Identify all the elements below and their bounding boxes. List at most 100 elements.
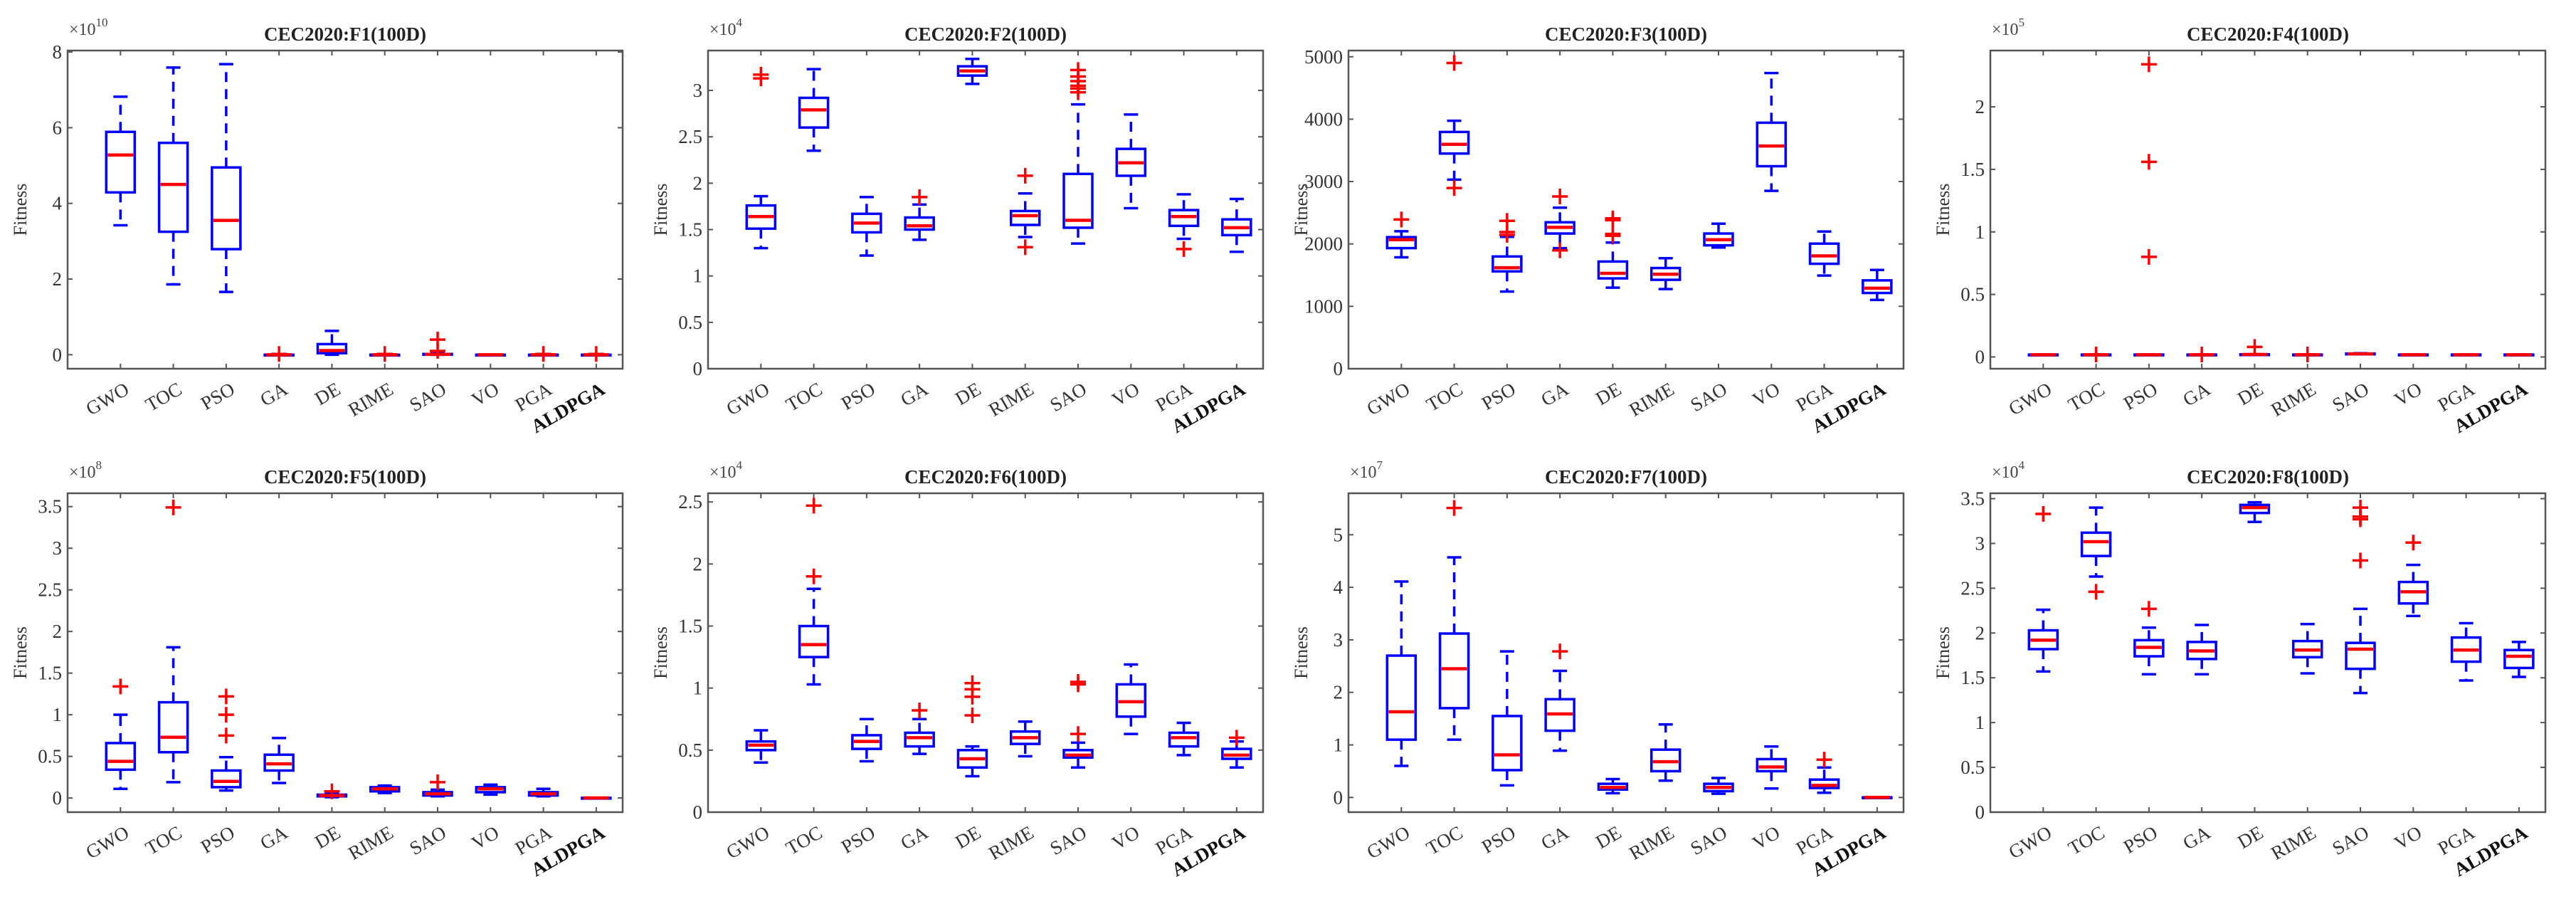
box-pga xyxy=(1168,721,1200,757)
outlier-marker xyxy=(753,66,769,83)
x-tick-label: PSO xyxy=(197,378,238,414)
outlier-marker xyxy=(1228,730,1245,746)
box-gwo xyxy=(2027,353,2059,357)
box-pso xyxy=(211,688,242,792)
y-axis-label: Fitness xyxy=(650,626,671,679)
iqr-box xyxy=(1703,782,1734,793)
axis-multiplier: ×104 xyxy=(1992,458,2025,482)
iqr-box xyxy=(2450,636,2482,663)
panel-title: CEC2020:F2(100D) xyxy=(904,23,1067,45)
box-sao xyxy=(422,774,453,798)
iqr-box xyxy=(1062,749,1094,759)
box-vo xyxy=(1115,113,1147,210)
box-aldpga xyxy=(1862,268,1893,302)
axes-frame xyxy=(707,492,1265,814)
x-tick-label: VO xyxy=(1109,378,1144,410)
y-tick-label: 3 xyxy=(693,80,703,101)
box-gwo xyxy=(2027,505,2059,673)
axes-frame xyxy=(66,492,624,814)
box-pso xyxy=(851,717,882,763)
y-axis-label: Fitness xyxy=(10,626,31,679)
iqr-box xyxy=(105,742,137,772)
outlier-marker xyxy=(1605,226,1621,242)
iqr-box xyxy=(1438,130,1470,155)
outlier-marker xyxy=(1446,55,1462,71)
boxplot-panel-5: CEC2020:F5(100D) ×108 Fitness 0 0.5 1 1.5 2 2.5 3… xyxy=(10,458,624,880)
y-axis-label: Fitness xyxy=(1291,184,1311,236)
box-toc xyxy=(798,68,830,152)
outlier-marker xyxy=(1552,189,1568,205)
iqr-box xyxy=(157,141,189,233)
box-pga xyxy=(2450,353,2482,357)
box-aldpga xyxy=(1862,796,1893,799)
box-rime xyxy=(369,784,401,794)
box-pga xyxy=(1808,230,1840,277)
y-tick-label: 1.5 xyxy=(38,663,62,684)
box-ga xyxy=(904,703,935,755)
box-de xyxy=(956,675,988,778)
iqr-box xyxy=(798,624,830,658)
box-gwo xyxy=(105,678,137,790)
iqr-box xyxy=(1756,757,1788,773)
outlier-marker xyxy=(2353,552,2368,569)
outlier-marker xyxy=(2035,505,2052,522)
box-de xyxy=(1597,210,1629,289)
y-tick-label: 1 xyxy=(693,266,703,287)
box-pso xyxy=(211,63,242,293)
x-tick-label: GWO xyxy=(722,378,773,419)
axes-frame xyxy=(1989,492,2547,814)
y-tick-label: 0.5 xyxy=(678,312,702,333)
x-tick-label: GWO xyxy=(2005,821,2055,863)
y-axis-label: Fitness xyxy=(1933,626,1953,679)
y-tick-label: 1.5 xyxy=(678,616,702,637)
y-tick-label: 0 xyxy=(53,344,63,365)
x-tick-label: DE xyxy=(951,821,984,853)
multiplier-base: ×10 xyxy=(709,21,737,39)
iqr-box xyxy=(1544,698,1575,732)
x-tick-label: SAO xyxy=(406,821,450,859)
box-vo xyxy=(1115,663,1147,735)
y-tick-label: 1 xyxy=(1975,712,1985,733)
box-vo xyxy=(2397,353,2429,357)
box-toc xyxy=(2080,346,2112,362)
x-tick-label: PSO xyxy=(2120,378,2161,414)
y-tick-label: 2000 xyxy=(1304,233,1343,255)
axis-multiplier: ×107 xyxy=(1350,458,1383,482)
panel-title: CEC2020:F8(100D) xyxy=(2187,466,2349,488)
outlier-marker xyxy=(1552,242,1568,258)
x-tick-label: GA xyxy=(897,821,931,854)
y-tick-label: 2 xyxy=(1334,682,1344,703)
iqr-box xyxy=(1009,209,1041,226)
y-tick-label: 4000 xyxy=(1304,108,1343,130)
outlier-marker xyxy=(2088,584,2104,600)
box-rime xyxy=(2291,622,2323,675)
iqr-box xyxy=(211,769,242,789)
outlier-marker xyxy=(806,568,822,584)
y-axis-label: Fitness xyxy=(1933,184,1953,236)
outlier-marker xyxy=(1017,239,1033,256)
x-tick-label: DE xyxy=(2234,821,2266,853)
outlier-marker xyxy=(112,678,129,695)
box-pga xyxy=(527,346,559,362)
x-tick-label: GA xyxy=(256,378,291,411)
box-de xyxy=(2239,339,2271,357)
y-tick-label: 3.5 xyxy=(38,496,62,517)
iqr-box xyxy=(745,204,777,230)
outlier-marker xyxy=(1499,213,1515,229)
box-pso xyxy=(2133,56,2165,357)
iqr-box xyxy=(422,791,453,797)
iqr-box xyxy=(1492,715,1523,772)
y-tick-label: 2.5 xyxy=(678,491,702,512)
multiplier-exponent: 4 xyxy=(2019,458,2025,472)
box-vo xyxy=(475,783,507,797)
iqr-box xyxy=(1703,232,1734,247)
x-tick-label: PSO xyxy=(197,821,238,858)
x-tick-label: VO xyxy=(1109,821,1144,853)
box-toc xyxy=(1438,55,1470,196)
y-tick-label: 0 xyxy=(693,358,703,379)
x-tick-label: VO xyxy=(2391,378,2426,410)
box-ga xyxy=(1544,189,1575,258)
y-tick-label: 0.5 xyxy=(1960,284,1985,305)
x-tick-label: GWO xyxy=(722,821,773,863)
box-de xyxy=(316,330,348,357)
